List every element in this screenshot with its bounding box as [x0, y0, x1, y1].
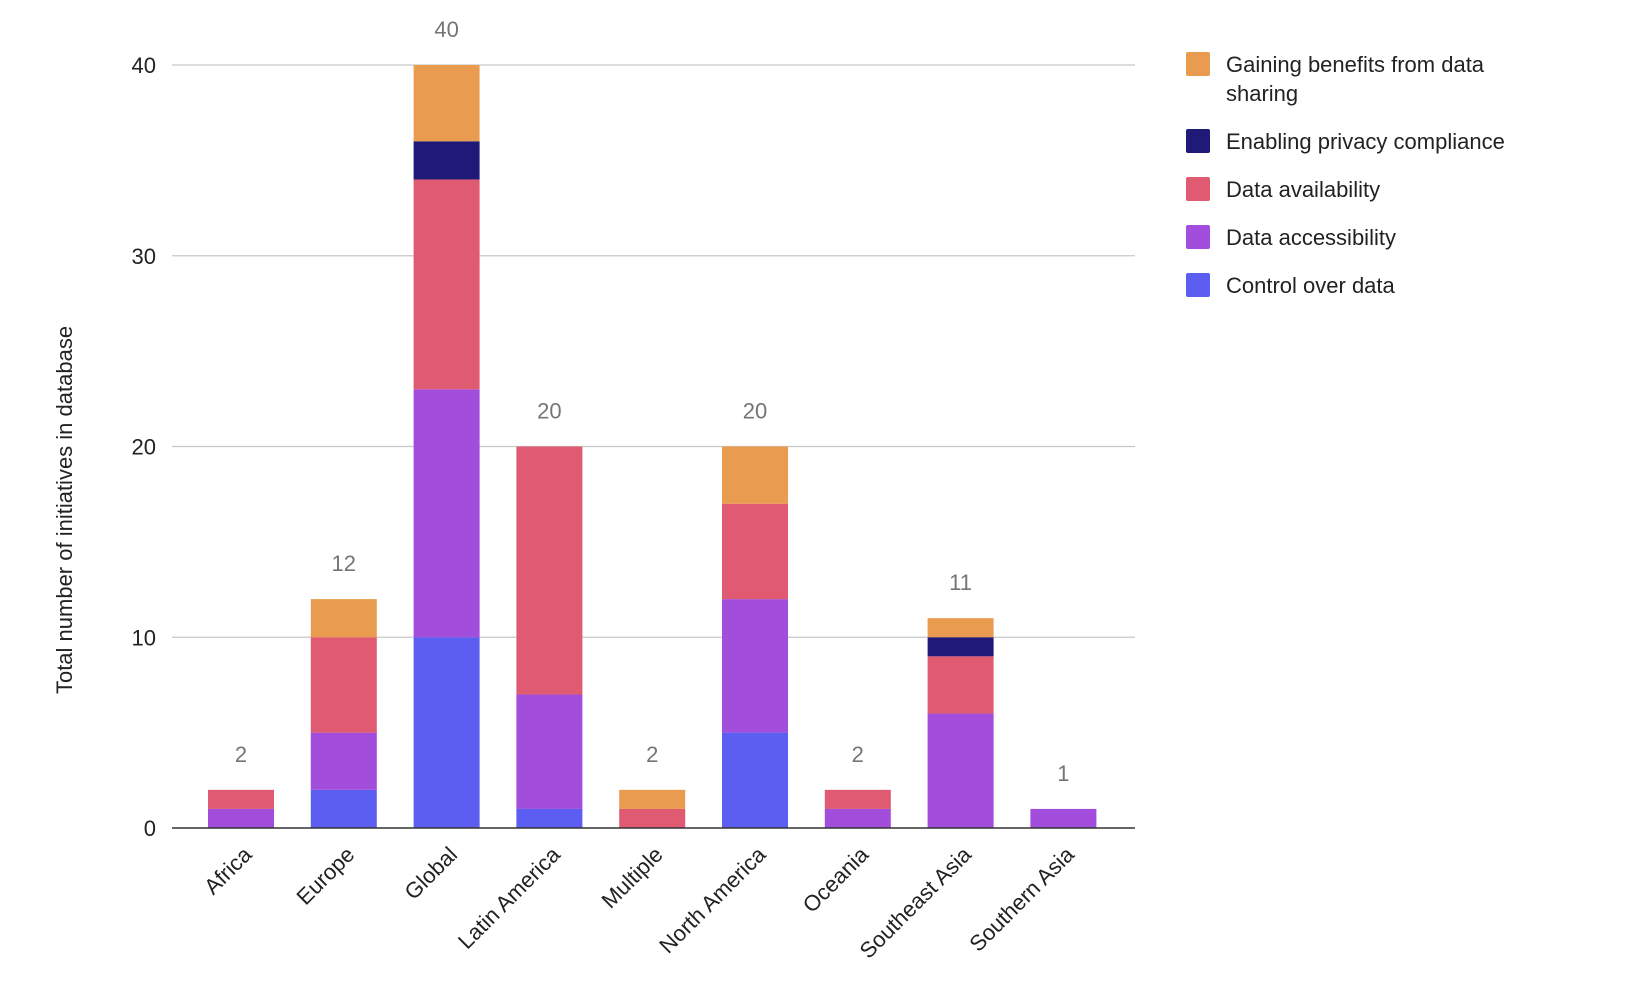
legend-swatch	[1186, 177, 1210, 201]
legend-label: Gaining benefits from data	[1226, 52, 1485, 77]
x-tick-label: Southern Asia	[964, 841, 1079, 956]
bar-total-label: 20	[743, 399, 767, 424]
y-axis-ticks: 0 10 20 30 40	[132, 53, 156, 841]
legend-swatch	[1186, 129, 1210, 153]
legend-label: sharing	[1226, 81, 1298, 106]
x-tick-label: Oceania	[798, 841, 874, 917]
x-tick-label: Europe	[291, 842, 359, 910]
bar-segment-data-availability	[516, 446, 583, 695]
bar-total-label: 11	[949, 570, 972, 595]
bar-segment-gaining-benefits-from-data-sharing	[927, 618, 994, 638]
gridlines	[172, 64, 1135, 638]
x-tick-label: Latin America	[453, 841, 565, 953]
bar-segment-data-accessibility	[722, 599, 788, 733]
legend-label: Data accessibility	[1226, 225, 1396, 250]
bar-segment-control-over-data	[310, 789, 377, 828]
bar-segment-control-over-data	[413, 637, 480, 828]
bar-segment-data-availability	[208, 789, 274, 809]
bar-segment-gaining-benefits-from-data-sharing	[722, 446, 788, 504]
y-axis-label: Total number of initiatives in database	[52, 326, 77, 694]
bar-segment-enabling-privacy-compliance	[927, 637, 994, 657]
bar-segment-data-accessibility	[927, 713, 994, 828]
bar-segment-data-availability	[310, 637, 377, 733]
x-tick-label: North America	[654, 841, 771, 958]
y-tick-label: 30	[132, 244, 156, 269]
legend: Gaining benefits from data sharing Enablin…	[1186, 52, 1505, 298]
bar-total-label: 2	[646, 742, 658, 767]
y-tick-label: 40	[132, 53, 156, 78]
y-tick-label: 20	[132, 435, 156, 460]
bar-segment-control-over-data	[516, 808, 583, 828]
legend-label: Enabling privacy compliance	[1226, 129, 1505, 154]
y-tick-label: 10	[132, 625, 156, 650]
bar-segment-data-accessibility	[1030, 808, 1097, 828]
bar-segment-control-over-data	[722, 732, 788, 828]
bar-segment-gaining-benefits-from-data-sharing	[413, 65, 480, 142]
bar-total-label: 2	[235, 742, 247, 767]
x-tick-label: Multiple	[596, 842, 667, 913]
y-tick-label: 0	[144, 816, 156, 841]
bar-segment-data-accessibility	[208, 808, 274, 828]
bar-segment-data-accessibility	[413, 389, 480, 638]
bar-segment-data-accessibility	[824, 808, 891, 828]
legend-label: Data availability	[1226, 177, 1380, 202]
bar-segment-data-accessibility	[516, 694, 583, 809]
bar-segment-gaining-benefits-from-data-sharing	[310, 599, 377, 638]
bar-segment-data-accessibility	[310, 732, 377, 790]
bar-total-label: 20	[537, 399, 561, 424]
bar-total-label: 1	[1057, 761, 1069, 786]
bars	[208, 65, 1097, 828]
bar-segment-gaining-benefits-from-data-sharing	[619, 789, 686, 809]
bar-segment-data-availability	[927, 656, 994, 714]
legend-swatch	[1186, 273, 1210, 297]
bar-total-label: 40	[434, 17, 458, 42]
bar-segment-data-availability	[413, 179, 480, 390]
x-tick-label: Africa	[199, 841, 257, 899]
bar-segment-data-availability	[824, 789, 891, 809]
bar-total-label: 2	[852, 742, 864, 767]
legend-label: Control over data	[1226, 273, 1396, 298]
bar-segment-data-availability	[619, 808, 686, 828]
bar-total-label: 12	[332, 551, 356, 576]
x-tick-label: Global	[399, 842, 462, 905]
bar-segment-enabling-privacy-compliance	[413, 141, 480, 180]
bar-segment-data-availability	[722, 503, 788, 600]
legend-swatch	[1186, 52, 1210, 76]
legend-swatch	[1186, 225, 1210, 249]
